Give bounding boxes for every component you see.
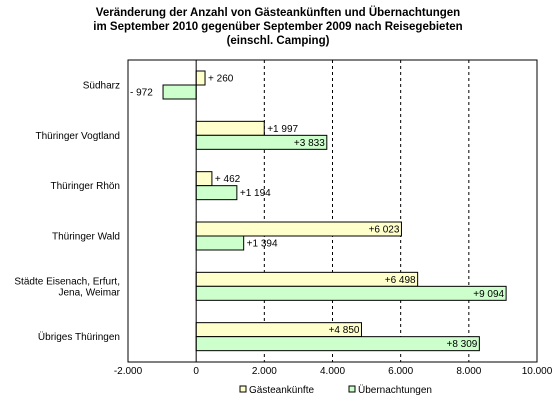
chart-title-line-1: Veränderung der Anzahl von Gästeankünfte… [95, 7, 461, 19]
data-label: +6 023 [369, 225, 400, 236]
category-label: Städte Eisenach, Erfurt, [14, 276, 120, 287]
x-tick-label: 10.000 [522, 366, 553, 377]
data-label: +1 194 [240, 188, 271, 199]
x-tick-label: 2.000 [252, 366, 277, 377]
data-label: +6 498 [385, 275, 416, 286]
x-tick-label: 6.000 [388, 366, 413, 377]
chart-title-line-3: (einschl. Camping) [226, 35, 330, 47]
bar-gaesteankuenfte [195, 120, 265, 136]
data-label: +9 094 [473, 289, 504, 300]
x-tick-label: 0 [193, 366, 199, 377]
data-label: +4 850 [329, 325, 360, 336]
category-label: Thüringer Wald [52, 232, 120, 243]
legend-label: Übernachtungen [358, 384, 432, 396]
data-label: +1 394 [247, 239, 278, 250]
data-label: +8 309 [446, 339, 477, 350]
bar-uebernachtungen [195, 336, 480, 352]
legend-swatch [239, 385, 247, 393]
data-label: +1 997 [267, 124, 298, 135]
chart-title-line-2: im September 2010 gegenüber September 20… [93, 21, 463, 33]
x-tick-label: -2.000 [114, 366, 143, 377]
data-label: + 260 [208, 74, 234, 85]
legend-swatch [348, 385, 356, 393]
category-label: Thüringer Rhön [51, 181, 120, 192]
bar-gaesteankuenfte [195, 171, 213, 187]
category-label: Jena, Weimar [58, 287, 120, 298]
category-label: Thüringer Vogtland [35, 131, 120, 142]
x-tick-label: 8.000 [456, 366, 481, 377]
data-label: + 462 [215, 174, 241, 185]
chart-title: Veränderung der Anzahl von Gästeankünfte… [0, 6, 556, 48]
bar-uebernachtungen [162, 84, 197, 100]
bar-uebernachtungen [195, 285, 507, 301]
bar-uebernachtungen [195, 185, 238, 201]
bar-uebernachtungen [195, 235, 245, 251]
category-label: Südharz [83, 81, 120, 92]
category-label: Übriges Thüringen [38, 331, 120, 343]
x-tick-label: 4.000 [320, 366, 345, 377]
data-label: - 972 [130, 88, 153, 99]
data-label: +3 833 [294, 138, 325, 149]
legend-label: Gästeankünfte [249, 385, 314, 396]
bar-gaesteankuenfte [195, 70, 206, 86]
